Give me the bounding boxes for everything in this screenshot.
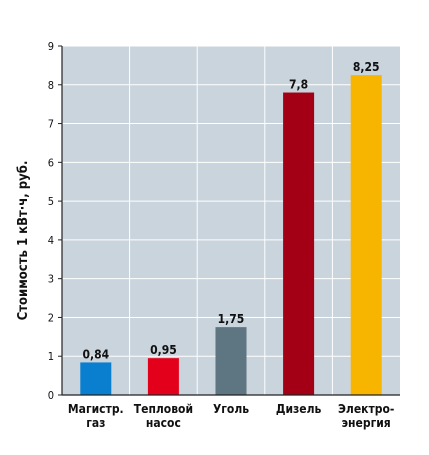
- y-tick-label: 2: [48, 311, 54, 324]
- y-tick-label: 5: [48, 195, 54, 208]
- bar: [80, 362, 112, 395]
- x-tick-label: Электро-: [338, 402, 394, 416]
- y-axis-ticks: 0 1 2 3 4 5 6 7 8 9: [48, 40, 62, 402]
- y-axis-title: Стоимость 1 кВт·ч, руб.: [16, 161, 31, 321]
- y-tick-label: 8: [48, 79, 54, 92]
- data-label: 1,75: [218, 312, 245, 326]
- value-labels: 0,84 0,95 1,75 7,8 8,25: [82, 60, 379, 361]
- gridlines: [62, 45, 400, 395]
- y-tick-label: 0: [48, 389, 54, 402]
- y-tick-label: 7: [48, 118, 54, 131]
- data-label: 7,8: [289, 78, 308, 92]
- axes: [61, 46, 400, 396]
- data-label: 0,95: [150, 343, 177, 357]
- y-tick-label: 6: [48, 156, 54, 169]
- x-tick-label: энергия: [342, 416, 391, 430]
- bar: [283, 92, 315, 396]
- x-tick-label: Уголь: [213, 402, 249, 416]
- bar: [350, 75, 382, 395]
- y-tick-label: 3: [48, 273, 54, 286]
- y-tick-label: 9: [48, 40, 54, 53]
- bar: [215, 327, 247, 395]
- data-label: 0,84: [82, 347, 109, 361]
- x-tick-label: Дизель: [276, 402, 322, 416]
- y-tick-label: 4: [48, 234, 54, 247]
- x-tick-label: насос: [146, 416, 181, 430]
- bars: [80, 75, 382, 396]
- x-tick-label: Тепловой: [134, 402, 193, 416]
- x-tick-label: Магистр.: [68, 402, 124, 416]
- x-tick-label: газ: [86, 416, 105, 430]
- bar: [147, 358, 179, 395]
- data-label: 8,25: [353, 60, 380, 74]
- y-tick-label: 1: [48, 350, 54, 363]
